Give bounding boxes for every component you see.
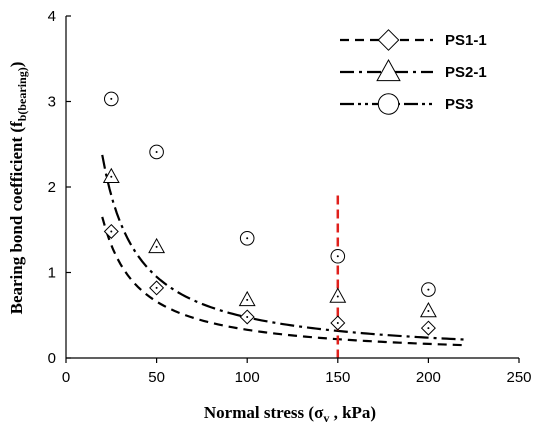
y-tick-label: 1	[48, 265, 56, 282]
y-axis-title: Bearing bond coefficient (fb(bearing))	[7, 62, 29, 315]
x-axis-title: Normal stress (σv , kPa)	[204, 403, 376, 425]
data-point-center	[427, 288, 430, 291]
legend: PS1-1 PS2-1 PS3	[340, 29, 487, 115]
data-point-center	[110, 175, 113, 178]
data-point-center	[155, 245, 158, 248]
legend-marker-ps2-1	[376, 58, 401, 82]
data-point-ps2-1	[238, 290, 256, 307]
data-point-center	[336, 255, 339, 258]
legend-marker-ps1-1	[377, 29, 400, 51]
x-tick-label: 250	[506, 369, 531, 386]
data-point-center	[110, 230, 113, 233]
data-point-ps2-1	[148, 237, 166, 254]
data-point-ps2-1	[329, 287, 347, 303]
data-point-center	[427, 327, 430, 330]
data-point-center	[110, 97, 113, 100]
data-point-center	[246, 237, 249, 240]
x-tick-label: 50	[148, 369, 165, 386]
data-point-center	[427, 309, 430, 312]
data-point-center	[155, 286, 158, 289]
legend-label-ps3: PS3	[445, 96, 473, 113]
plot-area	[101, 91, 465, 358]
y-tick-label: 2	[48, 179, 56, 196]
y-tick-label: 4	[48, 8, 56, 25]
data-point-ps2-1	[102, 167, 120, 183]
x-tick-label: 0	[62, 369, 70, 386]
x-tick-label: 200	[416, 369, 441, 386]
legend-label-ps2-1: PS2-1	[445, 64, 487, 81]
y-tick-label: 0	[48, 350, 56, 367]
legend-marker-ps3	[377, 93, 400, 115]
y-ticks: 0 1 2 3 4	[48, 8, 71, 367]
x-ticks: 0 50 100 150 200 250	[62, 358, 532, 386]
x-tick-label: 100	[235, 369, 260, 386]
y-tick-label: 3	[48, 94, 56, 111]
data-point-center	[246, 315, 249, 318]
x-tick-label: 150	[325, 369, 350, 386]
fit-curve-ps1-1	[101, 216, 465, 347]
data-point-ps2-1	[419, 301, 437, 318]
data-point-center	[246, 298, 249, 301]
data-point-center	[155, 150, 158, 153]
legend-label-ps1-1: PS1-1	[445, 32, 487, 49]
data-point-center	[336, 321, 339, 324]
fit-curve-ps2-1	[101, 154, 465, 341]
data-point-center	[336, 295, 339, 298]
